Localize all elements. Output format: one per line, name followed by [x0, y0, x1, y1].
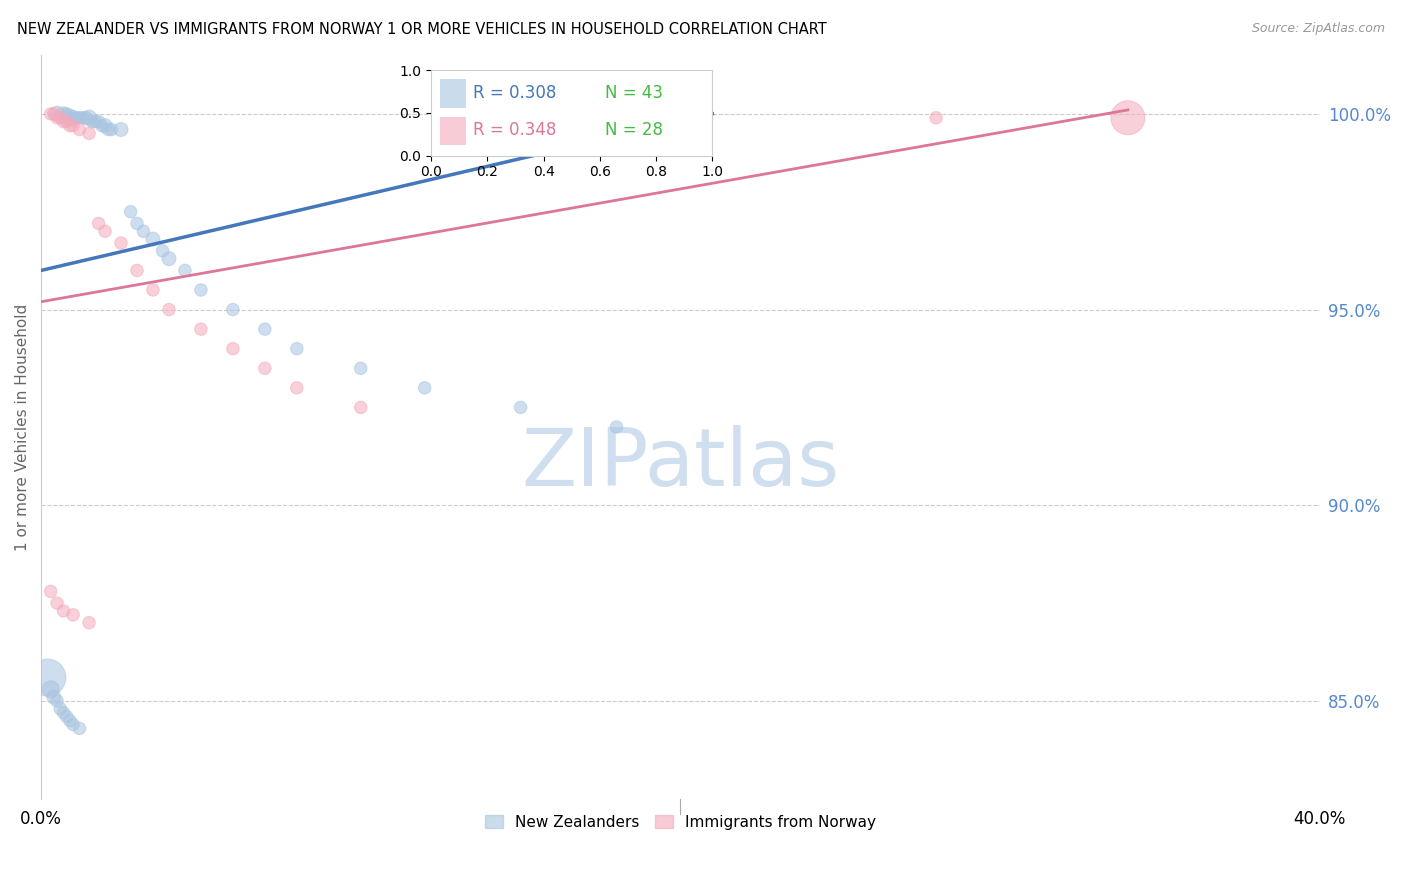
Point [77, 615, 100, 630]
Point [110, 235, 132, 250]
Point [46, 694, 69, 708]
Point [46, 107, 69, 121]
Point [59, 714, 82, 728]
Point [90, 119, 112, 133]
Point [55, 114, 77, 128]
Point [120, 204, 142, 219]
Point [157, 302, 180, 317]
Point [39, 584, 62, 599]
Point [509, 401, 531, 415]
Point [142, 232, 165, 246]
Point [152, 244, 174, 258]
Point [925, 111, 948, 125]
Point [62, 119, 84, 133]
Point [100, 122, 122, 136]
Point [65, 111, 87, 125]
Point [253, 322, 276, 336]
Point [1116, 111, 1139, 125]
Point [62, 717, 84, 731]
Point [285, 381, 308, 395]
Point [77, 127, 100, 141]
Point [69, 722, 91, 736]
Point [52, 114, 75, 128]
Text: Source: ZipAtlas.com: Source: ZipAtlas.com [1251, 22, 1385, 36]
Point [42, 690, 65, 704]
Point [46, 111, 69, 125]
Point [62, 111, 84, 125]
Point [72, 111, 94, 125]
Point [94, 119, 117, 133]
Point [87, 217, 110, 231]
Point [174, 263, 197, 277]
Point [94, 224, 117, 238]
Point [52, 706, 75, 720]
Point [413, 381, 436, 395]
Point [62, 607, 84, 622]
Point [39, 107, 62, 121]
Point [59, 111, 82, 125]
Point [125, 263, 148, 277]
Point [55, 107, 77, 121]
Point [253, 361, 276, 376]
Point [350, 361, 373, 376]
Point [190, 283, 212, 297]
Point [49, 702, 72, 716]
Point [75, 111, 97, 125]
Point [157, 252, 180, 266]
Legend: New Zealanders, Immigrants from Norway: New Zealanders, Immigrants from Norway [478, 808, 883, 836]
Point [59, 119, 82, 133]
Point [42, 107, 65, 121]
Point [605, 420, 627, 434]
Point [97, 122, 120, 136]
Point [125, 217, 148, 231]
Point [285, 342, 308, 356]
Y-axis label: 1 or more Vehicles in Household: 1 or more Vehicles in Household [15, 303, 30, 550]
Point [39, 682, 62, 697]
Text: ZIPatlas: ZIPatlas [522, 425, 839, 503]
Point [132, 224, 155, 238]
Point [55, 709, 77, 723]
Point [87, 114, 110, 128]
Point [222, 342, 245, 356]
Point [110, 122, 132, 136]
Point [222, 302, 245, 317]
Point [49, 111, 72, 125]
Point [46, 596, 69, 610]
Point [37, 671, 59, 685]
Point [52, 107, 75, 121]
Text: NEW ZEALANDER VS IMMIGRANTS FROM NORWAY 1 OR MORE VEHICLES IN HOUSEHOLD CORRELAT: NEW ZEALANDER VS IMMIGRANTS FROM NORWAY … [17, 22, 827, 37]
Point [350, 401, 373, 415]
Point [84, 114, 107, 128]
Point [69, 122, 91, 136]
Point [77, 111, 100, 125]
Point [69, 111, 91, 125]
Point [142, 283, 165, 297]
Point [190, 322, 212, 336]
Point [82, 114, 104, 128]
Point [52, 604, 75, 618]
